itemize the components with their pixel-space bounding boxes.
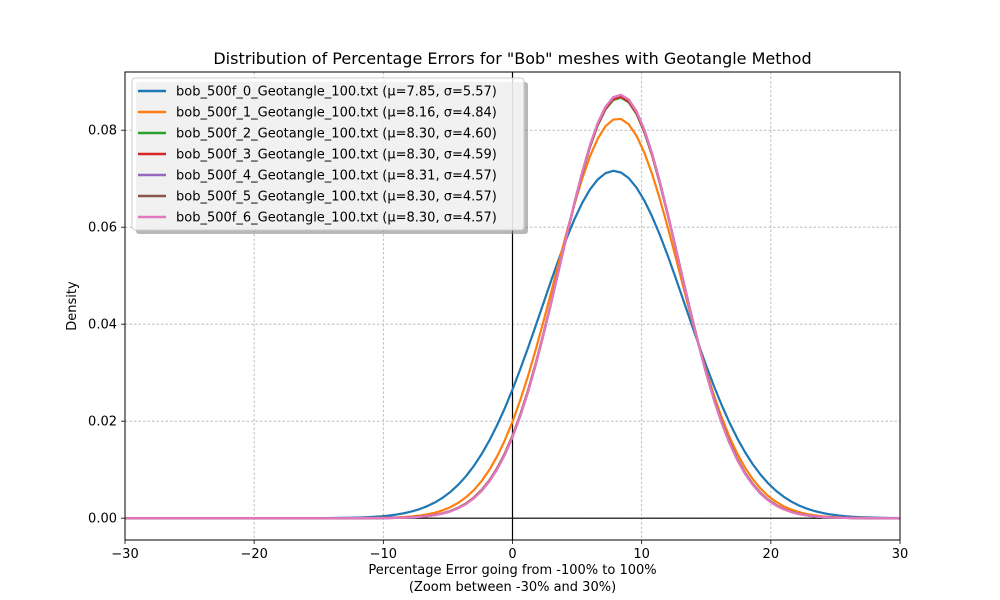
series-line-6	[125, 93, 900, 520]
y-axis-label: Density	[65, 281, 80, 331]
x-tick-label: 30	[892, 547, 909, 562]
x-tick-label: 0	[508, 547, 516, 562]
series-layer	[125, 93, 900, 520]
y-tick-label: 0.06	[88, 221, 117, 236]
x-tick-label: 10	[633, 547, 650, 562]
y-tick-label: 0.04	[88, 318, 117, 333]
y-tick-label: 0.02	[88, 415, 117, 430]
legend: bob_500f_0_Geotangle_100.txt (μ=7.85, σ=…	[131, 77, 528, 234]
legend-box	[131, 77, 525, 231]
chart-title: Distribution of Percentage Errors for "B…	[213, 49, 811, 68]
x-tick-label: −20	[240, 547, 267, 562]
legend-label-6: bob_500f_6_Geotangle_100.txt (μ=8.30, σ=…	[176, 211, 497, 226]
legend-label-5: bob_500f_5_Geotangle_100.txt (μ=8.30, σ=…	[176, 190, 497, 205]
legend-label-0: bob_500f_0_Geotangle_100.txt (μ=7.85, σ=…	[176, 85, 497, 100]
x-tick-label: −10	[370, 547, 397, 562]
x-axis-label: Percentage Error going from -100% to 100…	[368, 563, 656, 578]
y-axis-ticks: 0.00 0.02 0.04 0.06 0.08	[88, 124, 125, 527]
x-axis-ticks: −30 −20 −10 0 10 20 30	[111, 540, 908, 562]
legend-label-2: bob_500f_2_Geotangle_100.txt (μ=8.30, σ=…	[176, 127, 497, 142]
legend-label-3: bob_500f_3_Geotangle_100.txt (μ=8.30, σ=…	[176, 148, 497, 163]
x-tick-label: 20	[763, 547, 780, 562]
y-tick-label: 0.00	[88, 512, 117, 527]
legend-entries: bob_500f_0_Geotangle_100.txt (μ=7.85, σ=…	[138, 85, 497, 226]
x-axis-sublabel: (Zoom between -30% and 30%)	[409, 580, 616, 595]
legend-label-1: bob_500f_1_Geotangle_100.txt (μ=8.16, σ=…	[176, 106, 497, 121]
x-tick-label: −30	[111, 547, 138, 562]
legend-label-4: bob_500f_4_Geotangle_100.txt (μ=8.31, σ=…	[176, 169, 497, 184]
y-tick-label: 0.08	[88, 124, 117, 139]
